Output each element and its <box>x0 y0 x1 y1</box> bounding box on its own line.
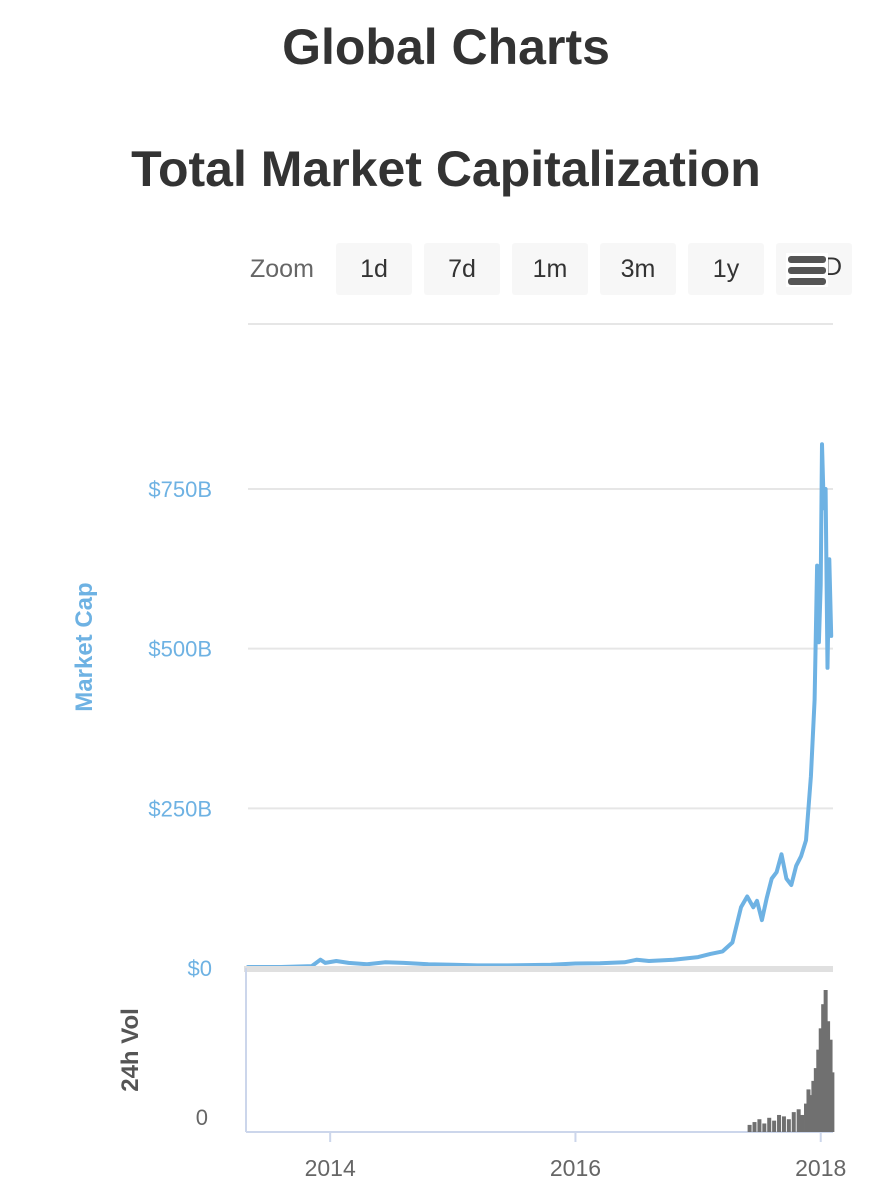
volume-bar <box>806 1089 811 1132</box>
volume-bar <box>762 1123 767 1132</box>
y-tick-label: $250B <box>148 796 212 821</box>
volume-bar <box>818 1028 823 1132</box>
volume-bar <box>781 1116 786 1132</box>
volume-bar <box>752 1122 757 1132</box>
volume-bar <box>804 1103 809 1132</box>
volume-bar <box>821 1004 826 1132</box>
volume-bar <box>786 1119 791 1132</box>
y-axis-title: Market Cap <box>71 582 98 711</box>
page-title: Global Charts <box>282 19 610 75</box>
x-tick-label: 2016 <box>550 1155 601 1181</box>
zoom-button-1m[interactable]: 1m <box>512 243 588 295</box>
volume-bar <box>791 1112 796 1132</box>
zoom-label: Zoom <box>250 255 314 283</box>
y-tick-label: $750B <box>148 477 212 502</box>
volume-bar <box>747 1124 752 1132</box>
chart-title: Total Market Capitalization <box>131 141 761 197</box>
hamburger-menu-icon[interactable] <box>786 253 828 287</box>
zoom-button-partial[interactable]: D <box>776 243 852 295</box>
volume-bar <box>808 1095 813 1132</box>
zoom-button-1y[interactable]: 1y <box>688 243 764 295</box>
volume-bar <box>830 1072 835 1132</box>
volume-bar <box>823 990 828 1132</box>
volume-bar <box>796 1109 801 1132</box>
x-tick-label: 2018 <box>795 1155 846 1181</box>
volume-bar <box>813 1068 818 1132</box>
volume-bar <box>811 1080 816 1132</box>
volume-bar <box>816 1049 821 1132</box>
volume-bar <box>772 1120 777 1132</box>
zoom-button-partial-label: D <box>823 253 842 281</box>
pane-separator <box>244 966 833 972</box>
volume-axis-title: 24h Vol <box>117 1008 144 1092</box>
volume-tick-label: 0 <box>196 1105 208 1130</box>
zoom-button-3m[interactable]: 3m <box>600 243 676 295</box>
volume-bar <box>757 1119 762 1132</box>
volume-bar <box>777 1114 782 1132</box>
volume-bar <box>800 1114 805 1132</box>
market-cap-line <box>246 442 834 969</box>
y-tick-label: $500B <box>148 637 212 662</box>
x-tick-label: 2014 <box>305 1155 356 1181</box>
volume-bar <box>767 1117 772 1132</box>
zoom-button-7d[interactable]: 7d <box>424 243 500 295</box>
y-tick-label: $0 <box>188 956 212 981</box>
volume-bar <box>826 1021 831 1132</box>
zoom-button-1d[interactable]: 1d <box>336 243 412 295</box>
